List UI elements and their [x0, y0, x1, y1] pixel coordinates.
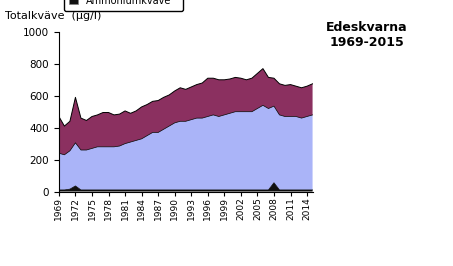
Text: Edeskvarna
1969-2015: Edeskvarna 1969-2015: [326, 21, 408, 49]
Legend: Organiskt kväve, Nitrit-+nitratkväve, Ammoniumkväve: Organiskt kväve, Nitrit-+nitratkväve, Am…: [64, 0, 183, 11]
Text: Totalkväve  (µg/l): Totalkväve (µg/l): [5, 11, 101, 21]
